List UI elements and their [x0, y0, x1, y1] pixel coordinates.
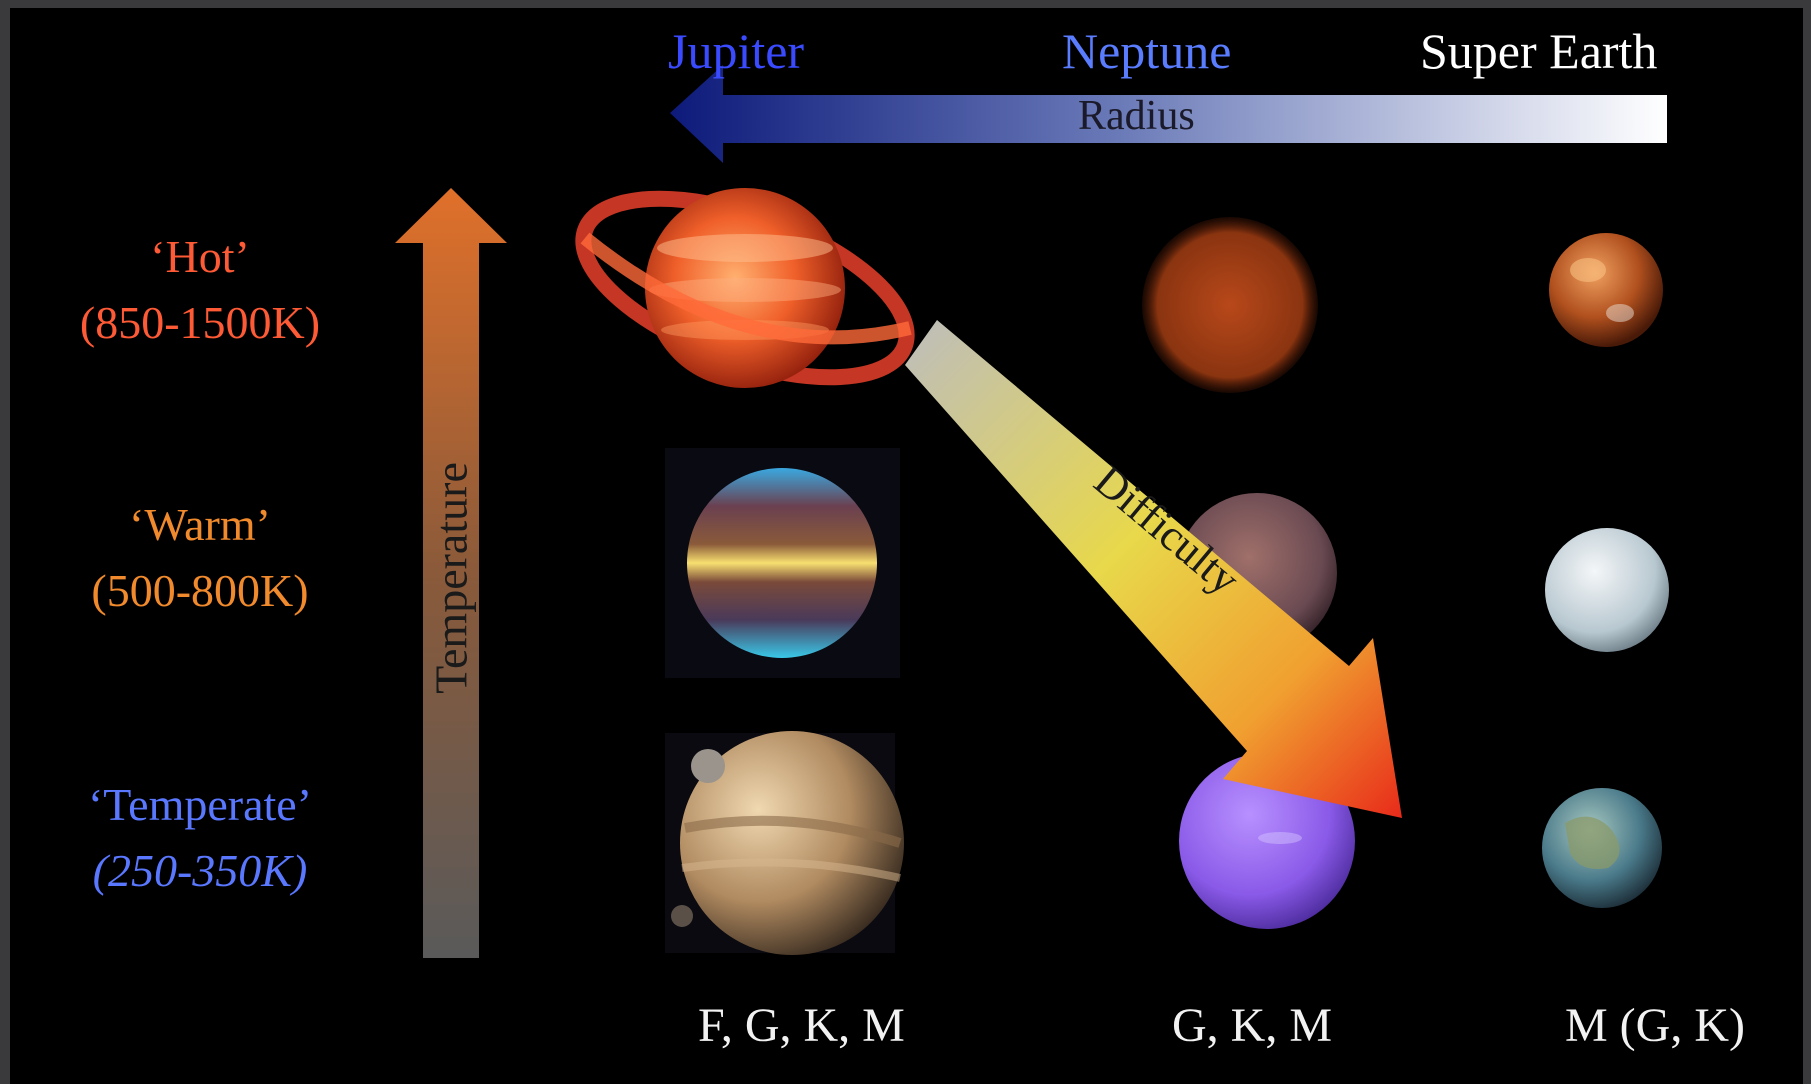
row-label-hot-name: ‘Hot’	[150, 231, 250, 282]
row-label-hot-range: (850-1500K)	[79, 297, 321, 348]
radius-axis-label: Radius	[1078, 93, 1195, 139]
temperate-super-earth-planet-image	[1542, 788, 1662, 908]
warm-super-earth-planet-image	[1545, 528, 1669, 652]
diagram-panel: Jupiter Neptune Super Earth Radius Tempe…	[10, 8, 1803, 1084]
column-label-jupiter: Jupiter	[668, 23, 805, 79]
column-label-neptune: Neptune	[1062, 23, 1232, 79]
difficulty-arrow	[905, 320, 1402, 818]
hot-super-earth-planet-image	[1549, 233, 1663, 347]
warm-jupiter-planet-image	[665, 448, 900, 678]
row-label-temperate-name: ‘Temperate’	[87, 779, 313, 830]
diagram-graphics	[395, 65, 1669, 958]
temperature-axis-label: Temperature	[425, 462, 477, 694]
star-types-neptune: G, K, M	[1172, 999, 1333, 1052]
row-label-warm-range: (500-800K)	[91, 565, 309, 616]
column-label-super-earth: Super Earth	[1420, 23, 1658, 79]
star-types-super-earth: M (G, K)	[1565, 999, 1745, 1052]
row-label-temperate-range: (250-350K)	[92, 845, 308, 896]
row-label-warm-name: ‘Warm’	[129, 499, 271, 550]
temperate-jupiter-planet-image	[665, 731, 904, 955]
radius-arrow	[670, 65, 1667, 163]
temperature-arrow	[395, 188, 507, 958]
hot-jupiter-planet-image	[575, 188, 915, 388]
star-types-jupiter: F, G, K, M	[698, 999, 905, 1052]
hot-neptune-planet-image	[1142, 217, 1318, 393]
